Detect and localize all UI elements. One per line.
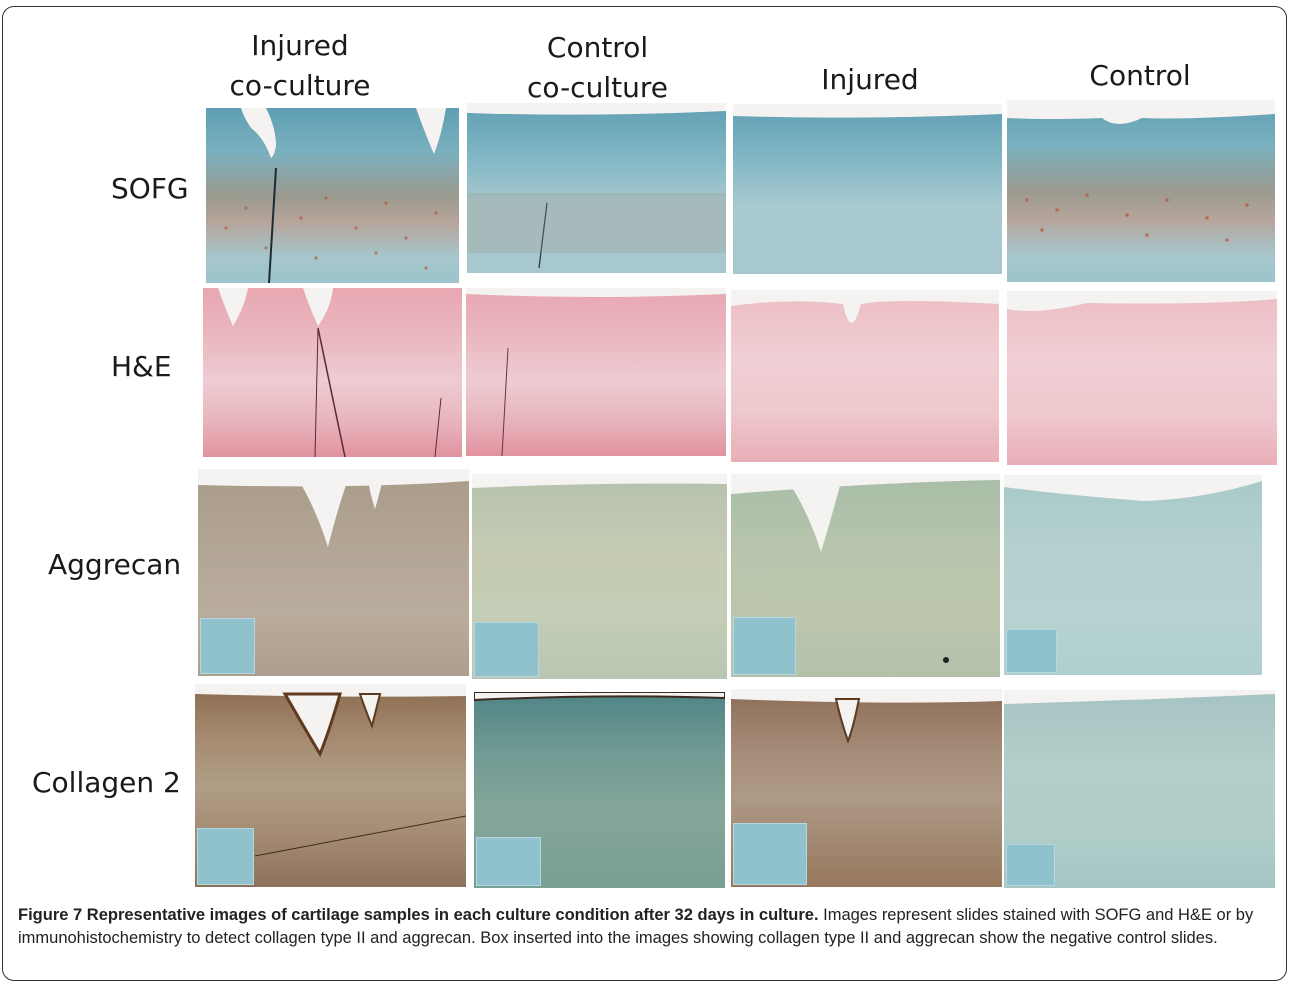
tissue-texture bbox=[195, 684, 466, 857]
negative-control-inset bbox=[197, 828, 254, 885]
panel-sofg-injured bbox=[733, 104, 1002, 274]
tissue-texture bbox=[731, 474, 1000, 663]
row-label-aggrecan: Aggrecan bbox=[48, 548, 182, 581]
tissue-texture bbox=[731, 689, 1002, 744]
negative-control-inset bbox=[733, 617, 796, 675]
negative-control-inset bbox=[200, 618, 255, 674]
panel-collagen-2-control-co-culture bbox=[474, 692, 725, 888]
negative-control-inset bbox=[1006, 629, 1057, 673]
tissue-texture bbox=[731, 290, 999, 323]
tissue-texture bbox=[467, 103, 726, 269]
column-header-control-co-culture: Control co-culture bbox=[527, 31, 668, 104]
row-label-sofg: SOFG bbox=[111, 172, 189, 205]
tissue-texture bbox=[1004, 690, 1275, 704]
tissue-texture bbox=[466, 288, 726, 456]
figure-label: Figure 7 bbox=[18, 906, 83, 924]
panel-aggrecan-control-co-culture bbox=[472, 474, 727, 679]
figure-caption-body: Images represent slides stained with SOF… bbox=[18, 906, 1254, 947]
column-header-injured-co-culture: Injured co-culture bbox=[229, 29, 371, 102]
panel-collagen-2-injured-co-culture bbox=[195, 684, 466, 887]
negative-control-inset bbox=[476, 837, 541, 886]
panel-he-injured bbox=[731, 290, 999, 462]
panel-he-control-co-culture bbox=[466, 288, 726, 456]
tissue-texture bbox=[224, 108, 446, 283]
tissue-texture bbox=[1007, 291, 1277, 311]
negative-control-inset bbox=[474, 622, 539, 677]
panel-collagen-2-control bbox=[1004, 690, 1275, 888]
panel-sofg-control bbox=[1007, 100, 1275, 282]
panel-aggrecan-control bbox=[1004, 475, 1262, 675]
tissue-texture bbox=[1007, 100, 1275, 242]
panel-he-injured-co-culture bbox=[203, 288, 462, 457]
column-header-injured: Injured bbox=[821, 63, 919, 96]
row-label-he: H&E bbox=[111, 350, 172, 383]
tissue-texture bbox=[198, 469, 469, 547]
tissue-texture bbox=[474, 692, 725, 702]
tissue-texture bbox=[1004, 475, 1262, 501]
panel-sofg-control-co-culture bbox=[467, 103, 726, 273]
panel-sofg-injured-co-culture bbox=[206, 108, 459, 283]
negative-control-inset bbox=[1006, 844, 1055, 886]
row-label-collagen-2: Collagen 2 bbox=[32, 766, 181, 799]
negative-control-inset bbox=[733, 823, 807, 885]
tissue-texture bbox=[472, 474, 727, 488]
column-header-control: Control bbox=[1089, 59, 1191, 92]
figure-title: Representative images of cartilage sampl… bbox=[86, 906, 819, 924]
panel-aggrecan-injured bbox=[731, 474, 1000, 677]
figure-caption: Figure 7 Representative images of cartil… bbox=[18, 904, 1273, 950]
panel-he-control bbox=[1007, 291, 1277, 465]
panel-aggrecan-injured-co-culture bbox=[198, 469, 469, 676]
panel-collagen-2-injured bbox=[731, 689, 1002, 887]
tissue-texture bbox=[733, 104, 1002, 118]
tissue-texture bbox=[218, 288, 442, 457]
